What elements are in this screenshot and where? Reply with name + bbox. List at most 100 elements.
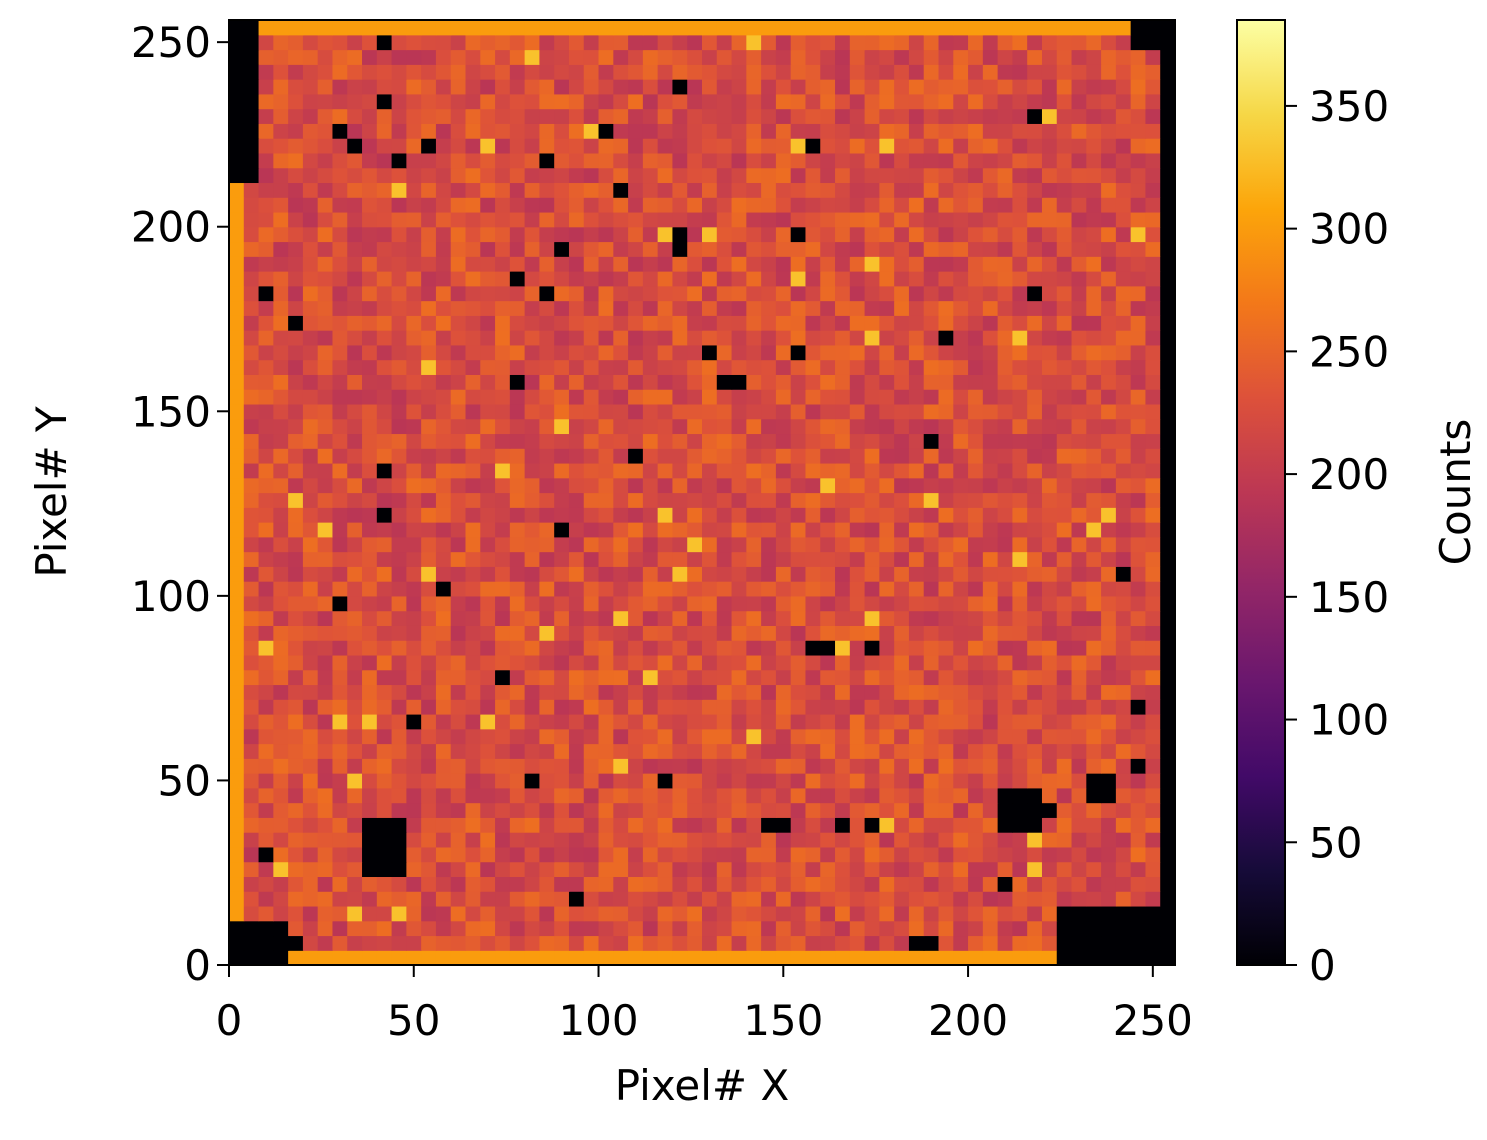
heatmap-cell xyxy=(628,566,644,582)
heatmap-cell xyxy=(997,226,1014,243)
heatmap-cell xyxy=(229,802,245,818)
heatmap-cell xyxy=(332,241,348,257)
heatmap-cell xyxy=(1071,433,1087,449)
heatmap-cell xyxy=(775,271,792,287)
heatmap-cell xyxy=(243,20,260,36)
heatmap-cell xyxy=(775,802,792,818)
heatmap-cell xyxy=(790,492,807,508)
heatmap-cell xyxy=(362,300,378,316)
heatmap-cell xyxy=(938,34,954,51)
heatmap-cell xyxy=(879,935,895,951)
heatmap-cell xyxy=(894,802,910,818)
heatmap-cell xyxy=(317,389,334,405)
heatmap-cell xyxy=(450,566,467,582)
heatmap-cell xyxy=(672,846,688,863)
heatmap-cell xyxy=(273,891,289,907)
heatmap-cell xyxy=(731,684,747,700)
heatmap-cell xyxy=(953,581,969,597)
heatmap-cell xyxy=(702,271,718,287)
heatmap-cell xyxy=(746,654,762,671)
heatmap-cell xyxy=(775,123,792,139)
heatmap-cell xyxy=(495,79,511,95)
heatmap-cell xyxy=(347,344,363,361)
heatmap-cell xyxy=(761,477,777,494)
heatmap-cell xyxy=(480,315,496,331)
heatmap-cell xyxy=(465,226,481,243)
heatmap-cell xyxy=(687,152,703,169)
heatmap-cell xyxy=(568,330,585,346)
heatmap-cell xyxy=(1027,182,1043,198)
heatmap-cell xyxy=(1012,684,1028,700)
heatmap-cell xyxy=(524,359,541,375)
heatmap-cell xyxy=(657,330,674,346)
heatmap-cell xyxy=(982,640,999,656)
heatmap-cell xyxy=(1130,20,1147,36)
heatmap-cell xyxy=(731,699,747,715)
heatmap-cell xyxy=(613,846,629,863)
heatmap-cell xyxy=(835,891,851,907)
heatmap-cell xyxy=(849,285,866,302)
heatmap-cell xyxy=(702,49,718,65)
heatmap-cell xyxy=(362,566,378,582)
heatmap-cell xyxy=(258,684,274,700)
heatmap-cell xyxy=(1115,699,1132,715)
heatmap-cell xyxy=(568,64,585,80)
heatmap-cell xyxy=(1130,891,1147,907)
heatmap-cell xyxy=(406,536,422,553)
heatmap-cell xyxy=(731,625,747,641)
heatmap-cell xyxy=(716,49,733,65)
heatmap-cell xyxy=(1041,182,1058,198)
heatmap-cell xyxy=(450,271,467,287)
heatmap-cell xyxy=(628,551,644,567)
heatmap-cell xyxy=(273,123,289,139)
heatmap-cell xyxy=(642,374,659,390)
heatmap-cell xyxy=(1012,256,1028,272)
heatmap-cell xyxy=(746,315,762,331)
heatmap-cell xyxy=(583,920,600,937)
heatmap-cell xyxy=(495,344,511,361)
heatmap-cell xyxy=(894,551,910,567)
heatmap-cell xyxy=(968,935,984,951)
heatmap-cell xyxy=(982,344,999,361)
heatmap-cell xyxy=(968,566,984,582)
heatmap-cell xyxy=(702,93,718,110)
heatmap-cell xyxy=(716,477,733,494)
heatmap-cell xyxy=(968,389,984,405)
heatmap-cell xyxy=(243,344,260,361)
heatmap-cell xyxy=(1056,211,1073,228)
heatmap-cell xyxy=(495,581,511,597)
heatmap-cell xyxy=(805,492,821,508)
heatmap-cell xyxy=(1145,330,1161,346)
heatmap-cell xyxy=(406,935,422,951)
heatmap-cell xyxy=(1130,802,1147,818)
heatmap-cell xyxy=(435,64,452,80)
heatmap-cell xyxy=(347,197,363,213)
heatmap-cell xyxy=(761,684,777,700)
heatmap-cell xyxy=(391,49,407,65)
heatmap-cell xyxy=(731,713,747,730)
heatmap-cell xyxy=(362,876,378,892)
heatmap-cell xyxy=(716,699,733,715)
heatmap-cell xyxy=(1056,787,1073,804)
heatmap-cell xyxy=(820,138,836,154)
heatmap-cell xyxy=(598,536,614,553)
heatmap-cell xyxy=(229,773,245,789)
heatmap-cell xyxy=(1071,522,1087,538)
heatmap-cell xyxy=(376,876,393,892)
heatmap-cell xyxy=(524,211,541,228)
heatmap-cell xyxy=(687,79,703,95)
heatmap-cell xyxy=(702,403,718,420)
heatmap-cell xyxy=(923,522,940,538)
heatmap-cell xyxy=(406,152,422,169)
heatmap-cell xyxy=(465,654,481,671)
heatmap-cell xyxy=(598,551,614,567)
heatmap-cell xyxy=(465,905,481,922)
heatmap-cell xyxy=(362,20,378,36)
heatmap-cell xyxy=(1145,344,1161,361)
heatmap-cell xyxy=(835,448,851,464)
heatmap-cell xyxy=(687,226,703,243)
heatmap-cell xyxy=(805,861,821,878)
heatmap-cell xyxy=(539,595,555,612)
heatmap-cell xyxy=(657,950,674,965)
heatmap-cell xyxy=(376,743,393,759)
